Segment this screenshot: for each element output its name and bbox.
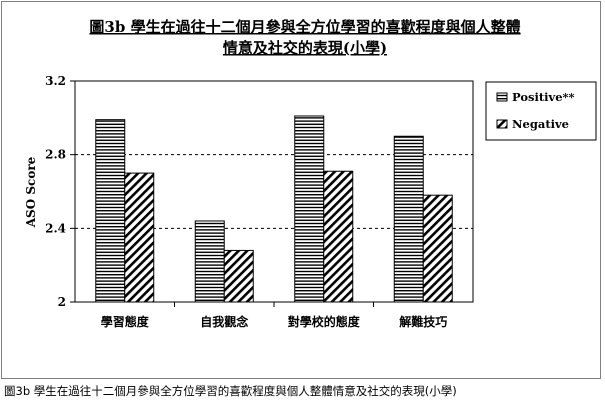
y-tick-label-0: 2	[58, 295, 66, 309]
bar-negative-2	[323, 170, 354, 303]
legend-box	[485, 81, 597, 141]
chart-frame: 圖3b 學生在過往十二個月參與全方位學習的喜歡程度與個人整體 情意及社交的表現(…	[1, 1, 601, 379]
y-tick-label-3: 3.2	[45, 74, 66, 88]
category-label-3: 解難技巧	[399, 314, 447, 329]
bar-negative-3	[422, 194, 453, 303]
legend-swatch-positive	[496, 92, 508, 102]
y-tick-label-2: 2.8	[45, 148, 66, 162]
category-label-0: 學習態度	[101, 314, 150, 329]
bar-positive-0	[95, 119, 126, 303]
bar-positive-3	[393, 135, 424, 303]
category-label-1: 自我觀念	[200, 314, 248, 329]
bar-positive-2	[294, 115, 325, 303]
chart-title-line-2: 情意及社交的表現(小學)	[223, 39, 387, 57]
y-tick-label-1: 2.4	[45, 221, 66, 235]
y-ticks: 2 2.4 2.8 3.2	[45, 74, 75, 309]
legend-label-positive: Positive**	[512, 90, 575, 104]
legend-label-negative: Negative	[512, 117, 569, 131]
bar-positive-1	[194, 220, 225, 303]
legend-swatch-negative	[496, 119, 508, 129]
bar-negative-0	[124, 172, 155, 303]
chart-svg: 圖3b 學生在過往十二個月參與全方位學習的喜歡程度與個人整體 情意及社交的表現(…	[24, 18, 597, 329]
figure-caption: 圖3b 學生在過往十二個月參與全方位學習的喜歡程度與個人整體情意及社交的表現(小…	[4, 384, 457, 398]
category-label-2: 對學校的態度	[288, 314, 361, 329]
category-labels: 學習態度 自我觀念 對學校的態度 解難技巧	[101, 302, 447, 329]
bar-negative-1	[223, 249, 254, 303]
chart-title-line-1: 圖3b 學生在過往十二個月參與全方位學習的喜歡程度與個人整體	[89, 18, 520, 36]
y-axis-label: ASO Score	[24, 156, 38, 228]
bars	[95, 115, 453, 303]
